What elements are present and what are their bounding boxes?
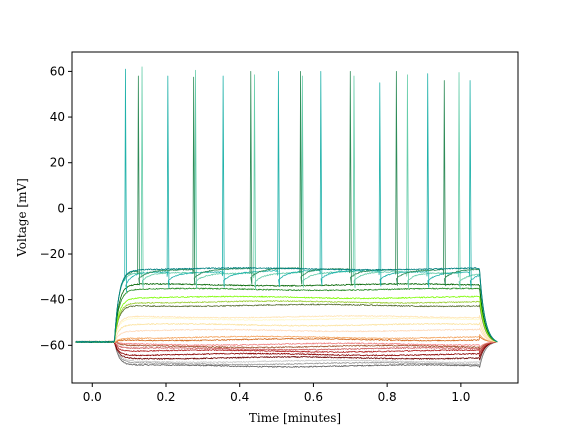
y-tick-label: 0 bbox=[57, 201, 65, 215]
traces-group bbox=[75, 66, 498, 368]
x-tick-label: 0.0 bbox=[83, 390, 102, 404]
voltage-trace bbox=[75, 317, 498, 343]
voltage-trace bbox=[75, 295, 498, 343]
voltage-trace bbox=[75, 300, 498, 343]
x-tick-label: 0.4 bbox=[230, 390, 249, 404]
voltage-trace bbox=[75, 334, 498, 344]
y-tick-label: 20 bbox=[50, 156, 65, 170]
x-tick-label: 0.8 bbox=[378, 390, 397, 404]
voltage-trace bbox=[75, 336, 498, 343]
x-tick-label: 0.2 bbox=[156, 390, 175, 404]
voltage-trace bbox=[75, 340, 498, 368]
voltage-trace bbox=[75, 340, 498, 354]
voltage-trace bbox=[75, 340, 498, 361]
y-tick-label: 60 bbox=[50, 64, 65, 78]
voltage-trace bbox=[75, 340, 498, 366]
plot-frame bbox=[71, 51, 519, 384]
y-axis-label: Voltage [mV] bbox=[15, 178, 29, 258]
y-tick-label: −60 bbox=[40, 338, 65, 352]
x-axis: 0.0 0.2 0.4 0.6 0.8 1.0 bbox=[83, 383, 470, 404]
y-axis: −60 −40 −20 0 20 40 60 bbox=[40, 64, 72, 352]
voltage-trace bbox=[75, 340, 498, 352]
voltage-trace bbox=[75, 340, 498, 358]
voltage-trace bbox=[75, 340, 498, 350]
voltage-trace bbox=[75, 303, 498, 343]
y-tick-label: −40 bbox=[40, 293, 65, 307]
voltage-trace bbox=[75, 282, 498, 343]
x-tick-label: 0.6 bbox=[304, 390, 323, 404]
voltage-trace bbox=[75, 340, 498, 364]
x-axis-label: Time [minutes] bbox=[249, 411, 341, 425]
voltage-trace bbox=[75, 322, 498, 343]
voltage-trace bbox=[75, 327, 498, 343]
voltage-trace bbox=[75, 287, 498, 343]
y-tick-label: 40 bbox=[50, 110, 65, 124]
voltage-trace bbox=[75, 314, 498, 343]
voltage-trace bbox=[75, 68, 498, 343]
x-tick-label: 1.0 bbox=[451, 390, 470, 404]
voltage-trace bbox=[75, 267, 498, 343]
voltage-trace bbox=[75, 340, 498, 348]
y-tick-label: −20 bbox=[40, 247, 65, 261]
